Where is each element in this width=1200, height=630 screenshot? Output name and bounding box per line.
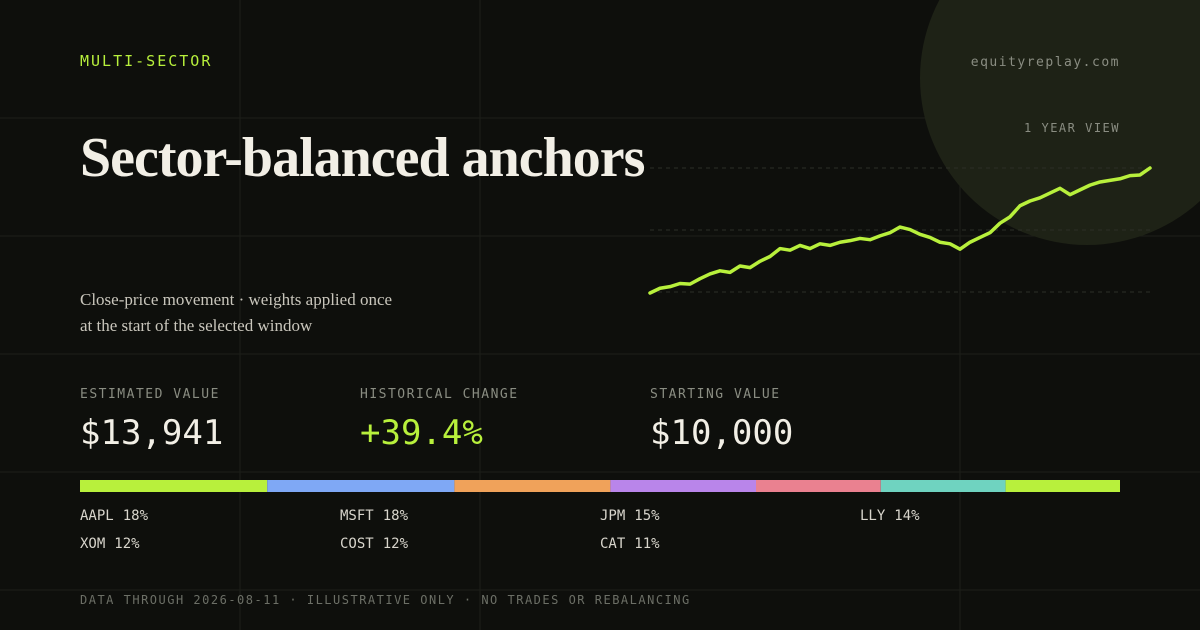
ticker: XOM — [80, 536, 105, 552]
sparkline — [648, 166, 1152, 295]
site: equityreplay.com — [971, 55, 1120, 70]
weight: 15% — [634, 508, 660, 524]
stat-label: STARTING VALUE — [650, 387, 781, 402]
chart-label: 1 YEAR VIEW — [1024, 121, 1120, 135]
footer: DATA THROUGH 2026-08-11 · ILLUSTRATIVE O… — [80, 593, 691, 607]
holding-label: CAT 11% — [600, 536, 660, 552]
ticker: COST — [340, 536, 374, 552]
stat-value: $10,000 — [650, 413, 793, 453]
kicker: MULTI-SECTOR — [80, 52, 212, 70]
decor-circle — [920, 0, 1200, 245]
ticker: AAPL — [80, 508, 114, 524]
stat-label: HISTORICAL CHANGE — [360, 387, 519, 402]
weight-segment — [880, 480, 1006, 492]
weight: 18% — [383, 508, 409, 524]
weight: 12% — [114, 536, 140, 552]
stat-label: ESTIMATED VALUE — [80, 387, 220, 402]
holding-label: MSFT 18% — [340, 508, 409, 524]
title: Sector-balanced anchors — [80, 127, 645, 189]
stat-value: $13,941 — [80, 413, 223, 453]
ticker: JPM — [600, 508, 625, 524]
holding-label: XOM 12% — [80, 536, 140, 552]
weight-segment — [610, 480, 756, 492]
holding-label: LLY 14% — [860, 508, 920, 524]
weight-segment — [756, 480, 881, 492]
weight-segment — [267, 480, 455, 492]
holding-label: AAPL 18% — [80, 508, 149, 524]
weight-segment — [80, 480, 268, 492]
weight: 12% — [383, 536, 409, 552]
ticker: LLY — [860, 508, 886, 524]
weight-segment — [454, 480, 611, 492]
ticker: MSFT — [340, 508, 374, 524]
holding-label: JPM 15% — [600, 508, 660, 524]
stat-value: +39.4% — [360, 413, 483, 453]
subtitle: at the start of the selected window — [80, 316, 313, 335]
ticker: CAT — [600, 536, 626, 552]
holding-label: COST 12% — [340, 536, 409, 552]
weight-segment — [1005, 480, 1120, 492]
weight: 11% — [634, 536, 660, 552]
subtitle: Close-price movement · weights applied o… — [80, 290, 392, 309]
weight: 18% — [123, 508, 149, 524]
weight: 14% — [894, 508, 920, 524]
